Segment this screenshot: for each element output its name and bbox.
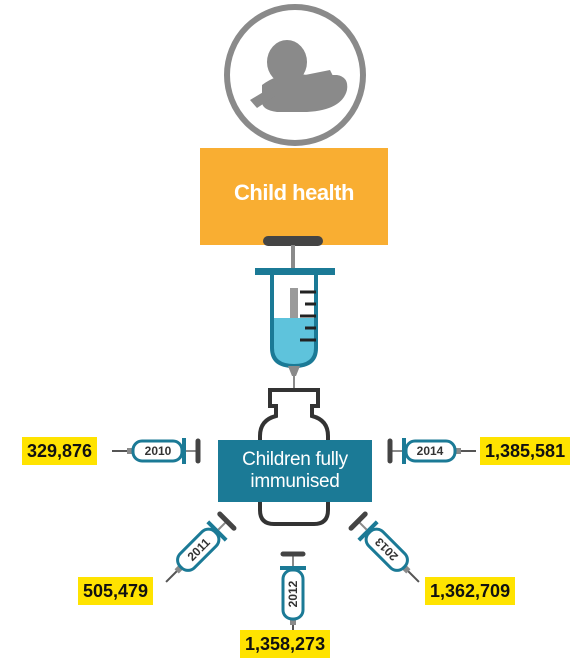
- syringe-flange: [255, 268, 335, 275]
- plunger-inner: [290, 288, 298, 318]
- year-label: 2012: [286, 580, 300, 607]
- rod: [358, 521, 368, 531]
- barrel: [364, 527, 409, 572]
- value-label: 1,362,709: [425, 577, 516, 605]
- title: Child health: [234, 180, 354, 205]
- needle: [406, 569, 420, 583]
- needle-hub: [288, 366, 300, 376]
- small-syringe: 2014: [387, 438, 476, 464]
- center-panel: [218, 440, 372, 502]
- baby-icon: [250, 40, 348, 112]
- rod: [217, 521, 227, 531]
- flange: [206, 520, 228, 542]
- barrel: [176, 527, 221, 572]
- needle-hub: [127, 448, 133, 454]
- small-syringe: 2011: [165, 511, 237, 583]
- plunger: [348, 511, 368, 531]
- value-label: 505,479: [78, 577, 154, 605]
- center-label: Children fully immunised: [242, 449, 348, 492]
- year-label: 2010: [145, 444, 172, 458]
- title-panel: [200, 148, 388, 245]
- vial: [258, 388, 330, 526]
- flange: [357, 520, 379, 542]
- syringe-scale: [300, 290, 316, 342]
- value-label: 1,385,581: [480, 437, 571, 465]
- needle-hub: [290, 619, 296, 625]
- icon-circle: [224, 4, 366, 146]
- plunger-rod: [291, 245, 295, 269]
- syringe-liquid: [272, 318, 316, 366]
- plunger: [217, 511, 237, 531]
- small-syringe: 2012: [280, 551, 306, 640]
- small-syringe: 2013: [348, 511, 420, 583]
- value-label: 1,358,273: [240, 630, 331, 658]
- needle-hub: [455, 448, 461, 454]
- needle: [165, 569, 179, 583]
- year-label: 2014: [417, 444, 444, 458]
- plunger-handle: [263, 236, 323, 246]
- small-syringe: 2010: [112, 438, 201, 464]
- value-label: 329,876: [22, 437, 98, 465]
